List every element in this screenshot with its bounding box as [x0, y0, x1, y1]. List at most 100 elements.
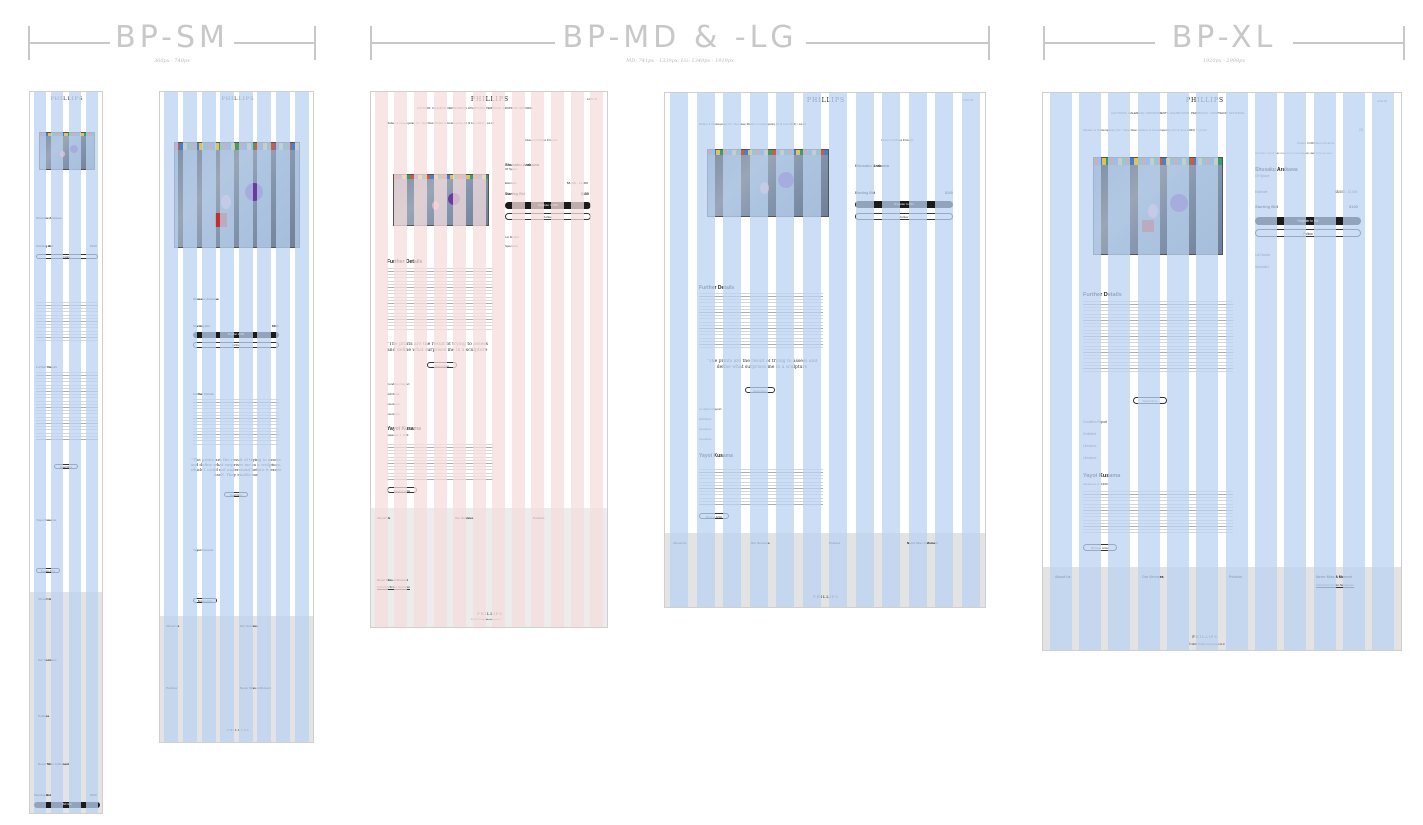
estimate-value: $8,000 - 12,000 [1335, 190, 1358, 194]
login-link[interactable]: LOG IN [587, 97, 598, 101]
nav-item[interactable]: DEPARTMENTS [447, 107, 467, 110]
browse-artist-button[interactable]: Browse Artist [193, 598, 217, 603]
timer: Closes In 09 Days 23 Hours [525, 139, 558, 142]
further-details-heading: Further Details [36, 365, 58, 369]
accordion-literature[interactable]: Literature [1083, 444, 1097, 448]
nav-item[interactable]: PERPETUAL [486, 107, 502, 110]
follow-button[interactable]: Follow [36, 254, 98, 259]
nav-item[interactable]: PERPETUAL [1190, 111, 1209, 115]
page-content: PHILLIPS Shusaku Arakawa Starting Bid $1… [30, 92, 102, 813]
follow-button[interactable]: Follow [193, 342, 279, 348]
nav-item[interactable]: CALENDAR [1128, 111, 1145, 115]
nav-item[interactable]: CALENDAR [431, 107, 446, 110]
login-link[interactable]: LOG IN [1377, 99, 1388, 103]
range-line [234, 42, 316, 44]
nav-item[interactable]: AUCTIONS [1111, 111, 1127, 115]
accordion-condition-report[interactable]: Condition Report [387, 382, 410, 386]
artist-name: Shusaku Arakawa [1255, 167, 1298, 173]
accordion-exhibited[interactable]: Exhibited [699, 417, 712, 421]
read-more-button[interactable]: Read More [1133, 397, 1167, 404]
accordion-literature-2[interactable]: Literature [387, 412, 400, 416]
nav-item[interactable]: AUCTIONS [417, 107, 431, 110]
register-button[interactable]: Register to Bid [855, 201, 953, 208]
footer-logo[interactable]: PHILLIPS [1192, 635, 1218, 639]
footer-logo[interactable]: PHILLIPS [813, 595, 839, 599]
read-more-button[interactable]: Read More [54, 464, 78, 469]
nav-item[interactable]: EXHIBITIONS [468, 107, 485, 110]
browse-artist-button[interactable]: Browse Artist [1083, 544, 1117, 551]
browse-artist-button[interactable]: Browse Artist [699, 513, 729, 519]
footer-services-heading: Our Services [38, 658, 57, 662]
follow-button[interactable]: Follow [855, 213, 953, 220]
accordion-condition-report[interactable]: Condition Report [1083, 420, 1107, 424]
lot-number[interactable]: 23 [1359, 128, 1363, 132]
register-button[interactable]: Register to Bid [193, 332, 279, 338]
frame-xl: PHILLIPS LOG IN AUCTIONS CALENDAR DEPART… [1042, 92, 1402, 651]
breadcrumb[interactable]: Modern & Contemporary Art > New Now: Mod… [1083, 128, 1207, 132]
lot-details-row[interactable]: Lot Details [505, 235, 520, 239]
read-more-button[interactable]: Read More [224, 492, 248, 497]
follow-button[interactable]: Follow [505, 213, 591, 220]
artwork-image[interactable] [174, 142, 300, 248]
specialist-row[interactable]: Specialist [1255, 265, 1269, 269]
range-line [1293, 42, 1405, 44]
register-button[interactable]: Register to Bid [1255, 217, 1361, 225]
logo[interactable]: PHILLIPS [806, 97, 846, 104]
accordion-exhibited[interactable]: Exhibited [387, 392, 400, 396]
starting-bid-value: $100 [1349, 204, 1358, 209]
mobile-bid-button[interactable]: Bid Now [34, 802, 100, 808]
logo[interactable]: PHILLIPS [470, 96, 510, 103]
login-link[interactable]: LOG IN [963, 98, 974, 102]
accordion-condition-report[interactable]: Condition Report [699, 407, 722, 411]
nav-item[interactable]: EDITORIAL [519, 107, 534, 110]
artwork-image[interactable] [707, 149, 829, 217]
bp-sm-header: BP-SM 360px - 740px [28, 20, 316, 65]
newsletter-link[interactable]: Subscribe To Our Newsletter [377, 586, 410, 589]
footer-services-heading: Our Services [455, 516, 474, 520]
artwork-image[interactable] [1093, 157, 1223, 255]
further-details-text [193, 399, 279, 447]
accordion-exhibited[interactable]: Exhibited [1083, 432, 1097, 436]
range-tick-right [314, 26, 316, 60]
follow-button[interactable]: Follow [1255, 229, 1361, 237]
footer-area [665, 533, 985, 607]
provenance: PROPERTY FROM THE COLLECTION OF ROSA AND… [1255, 153, 1333, 155]
logo[interactable]: PHILLIPS [1185, 97, 1225, 104]
newsletter-link[interactable]: Subscribe To Our Newsletter [1316, 583, 1355, 587]
logo[interactable]: PHILLIPS [50, 96, 84, 102]
artist-name: Shusaku Arakawa [855, 163, 890, 168]
nav-item[interactable]: DROPSHOP [1210, 111, 1228, 115]
browse-artist-button[interactable]: Browse Artist [387, 487, 417, 493]
read-more-button[interactable]: Read More [427, 362, 457, 368]
browse-artist-button[interactable]: Browse Artist [36, 568, 60, 573]
starting-bid-value: $100 [90, 244, 97, 248]
nav-item[interactable]: EDITORIAL [1229, 111, 1246, 115]
specialist-row[interactable]: Specialist [505, 244, 518, 248]
accordion-literature[interactable]: Literature [699, 427, 712, 431]
accordion-literature[interactable]: Literature [387, 402, 400, 406]
logo[interactable]: PHILLIPS [221, 96, 255, 102]
footer-about-heading: About Us [1055, 575, 1071, 579]
estimate-label: Estimate [1255, 190, 1268, 194]
footer-policies-heading: Policies [38, 714, 50, 718]
accordion-literature-2[interactable]: Literature [1083, 456, 1097, 460]
frame-md: PHILLIPS LOG IN AUCTIONS CALENDAR DEPART… [370, 91, 608, 628]
artwork-image[interactable] [393, 174, 489, 226]
read-more-button[interactable]: Read More [745, 387, 775, 393]
footer-about-heading: About Us [673, 541, 687, 545]
nav-item[interactable]: EXHIBITIONS [1170, 111, 1190, 115]
nav-item[interactable]: DEPARTMENTS [1146, 111, 1169, 115]
breadcrumb[interactable]: Modern & Contemporary Art > New Now: Mod… [699, 123, 806, 126]
artist-bio-text [387, 444, 493, 480]
register-button[interactable]: Register to Bid [505, 202, 591, 209]
footer-logo[interactable]: PHILLIPS [477, 612, 503, 616]
artwork-image[interactable] [39, 132, 95, 170]
footer-logo[interactable]: PHILLIPS [226, 728, 250, 732]
breadcrumb[interactable]: Modern & Contemporary Art > New Now: Mod… [387, 122, 494, 125]
lot-details-row[interactable]: Lot Details [1255, 253, 1271, 257]
accordion-literature-2[interactable]: Literature [699, 437, 712, 441]
further-details-heading: Further Details [699, 285, 735, 291]
timer: Closes In 09 Days 23 Hours [1297, 141, 1335, 145]
copyright: © 2024 Phillips Auctioneers LLC [471, 619, 503, 621]
nav-item[interactable]: DROPSHOP [503, 107, 518, 110]
